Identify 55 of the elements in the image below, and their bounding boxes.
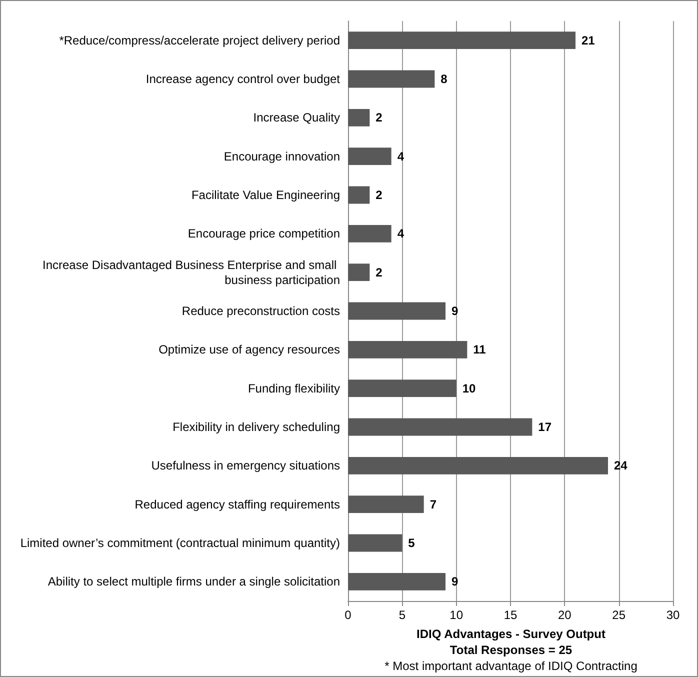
- data-label: 21: [582, 33, 596, 48]
- data-label: 5: [408, 536, 416, 550]
- data-label: 7: [430, 497, 437, 512]
- y-tick-label: Facilitate Value Engineering: [191, 188, 340, 202]
- data-label: 4: [397, 149, 404, 164]
- data-label: 17: [538, 420, 552, 434]
- bar: [348, 418, 532, 436]
- bar: [348, 148, 392, 166]
- bar: [348, 302, 446, 320]
- y-tick-label: Funding flexibility: [248, 381, 340, 396]
- bar: [348, 186, 370, 204]
- x-tick-label: 30: [666, 608, 680, 622]
- y-tick-label: Limited owner’s commitment (contractual minimum quantity): [20, 536, 340, 550]
- y-tick-label: Flexibility in delivery scheduling: [172, 420, 340, 434]
- bar: [348, 572, 446, 590]
- y-tick-label: Optimize use of agency resources: [158, 342, 340, 357]
- y-tick-label: Reduce preconstruction costs: [182, 304, 340, 318]
- y-tick-label: Increase Quality: [253, 110, 340, 125]
- y-tick-label: Encourage price competition: [188, 226, 340, 241]
- data-label: 4: [397, 226, 404, 241]
- x-tick-label: 25: [612, 608, 626, 622]
- data-label: 8: [440, 72, 448, 86]
- text: Total Responses = 25: [450, 643, 572, 657]
- x-tick-label: 15: [504, 608, 518, 622]
- data-label: 10: [462, 381, 476, 396]
- data-label: 11: [473, 342, 486, 357]
- bar: [348, 534, 402, 552]
- data-label: 9: [452, 574, 458, 589]
- bar: [348, 264, 370, 282]
- y-tick-label: Encourage innovation: [224, 149, 340, 164]
- y-tick-label: Usefulness in emergency situations: [151, 458, 340, 473]
- x-tick-label: 0: [344, 608, 352, 622]
- x-tick-label: 10: [450, 608, 464, 622]
- y-tick-label: Increase Disadvantaged Business Enterprise and small business participation: [42, 258, 340, 287]
- bar: [348, 224, 392, 242]
- data-label: 2: [376, 265, 383, 280]
- bar: [348, 32, 576, 50]
- x-tick-label: 5: [398, 608, 406, 622]
- bar: [348, 456, 608, 474]
- bar: [348, 340, 468, 358]
- bar: [348, 70, 435, 88]
- y-tick-label: *Reduce/compress/accelerate project delivery period: [59, 33, 340, 48]
- y-tick-label: Ability to select multiple firms under a single solicitation: [48, 574, 340, 589]
- x-axis-title: IDIQ Advantages - Survey Output: [416, 627, 606, 641]
- text: * Most important advantage of IDIQ Contracting: [384, 659, 638, 673]
- y-tick-label: Reduced agency staffing requirements: [134, 497, 340, 512]
- y-tick-label: Increase agency control over budget: [146, 72, 341, 86]
- x-tick-label: 20: [558, 608, 572, 622]
- bar: [348, 380, 456, 398]
- data-label: 9: [452, 304, 458, 318]
- data-label: 2: [376, 110, 383, 125]
- bar: [348, 108, 370, 126]
- data-label: 24: [614, 458, 628, 473]
- bar: [348, 496, 424, 514]
- data-label: 2: [376, 188, 383, 202]
